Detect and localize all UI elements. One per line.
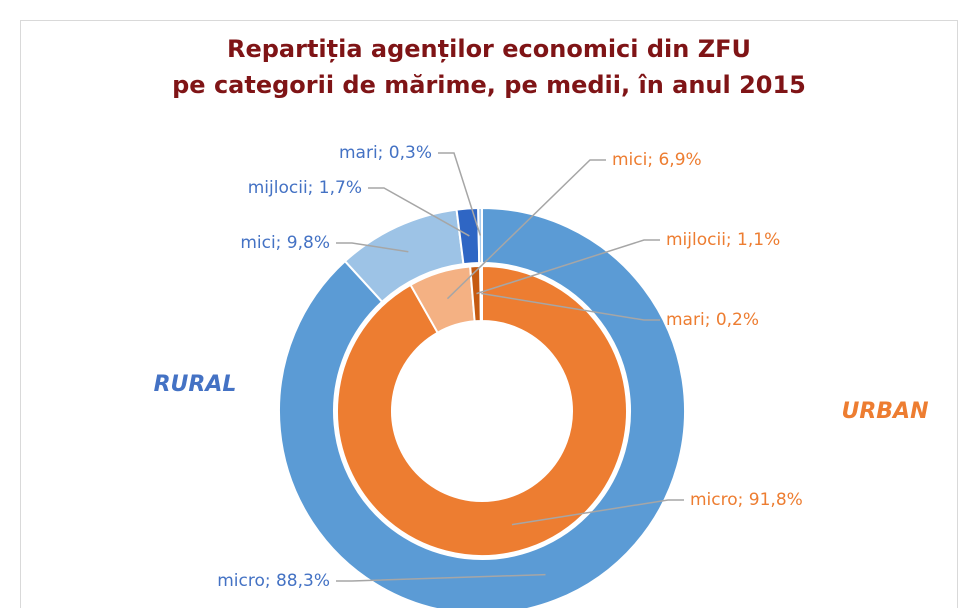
donut-slice <box>336 264 628 557</box>
series-label: URBAN <box>841 399 928 424</box>
series-label: RURAL <box>154 372 237 397</box>
chart-subtitle: pe categorii de mărime, pe medii, în anu… <box>172 71 806 99</box>
leader-line <box>476 239 660 295</box>
leader-line <box>336 573 546 582</box>
data-label: mici; 6,9% <box>612 150 702 170</box>
leader-line <box>446 159 606 300</box>
data-label: mari; 0,2% <box>666 310 759 330</box>
leader-line <box>511 499 684 526</box>
data-label: micro; 88,3% <box>217 571 330 591</box>
data-label: micro; 91,8% <box>690 490 803 510</box>
data-label: mijlocii; 1,1% <box>666 230 780 250</box>
chart-title: Repartiția agenților economici din ZFU <box>227 35 751 63</box>
leader-line <box>481 292 660 321</box>
data-label: mijlocii; 1,7% <box>248 178 362 198</box>
leader-line <box>368 187 470 237</box>
donut-slice <box>278 206 686 608</box>
data-label: mari; 0,3% <box>339 143 432 163</box>
leader-line <box>336 242 409 253</box>
leader-line <box>438 152 482 236</box>
data-label: mici; 9,8% <box>240 233 330 253</box>
